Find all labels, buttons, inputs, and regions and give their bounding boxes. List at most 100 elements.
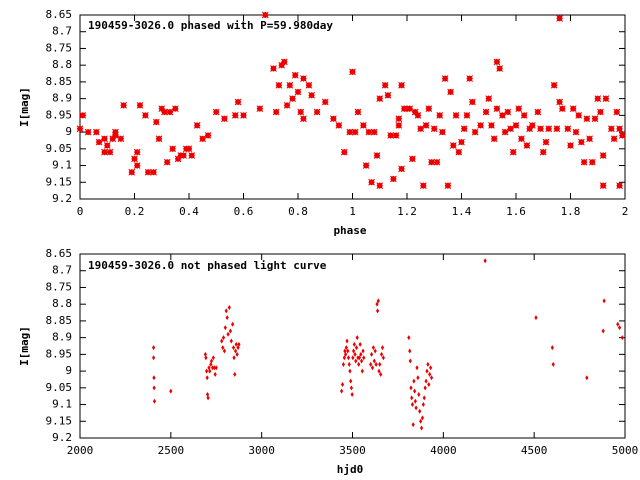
unphased-data-point — [345, 338, 349, 344]
unphased-data-point — [205, 375, 209, 381]
unphased-data-point — [151, 345, 156, 351]
phased-data-point — [599, 152, 607, 159]
phased-data-point — [488, 122, 495, 129]
unphased-data-point — [380, 345, 385, 351]
unphased-data-point — [229, 338, 233, 344]
phased-data-point — [152, 118, 160, 126]
phased-data-point — [390, 175, 397, 183]
phased-data-point — [597, 108, 604, 116]
phased-data-point — [567, 142, 574, 149]
phased-data-point — [523, 142, 531, 149]
unphased-data-point — [415, 365, 419, 371]
unphased-data-point — [235, 351, 239, 357]
phased-data-point — [580, 158, 588, 166]
phased-data-point — [428, 158, 435, 166]
unphased-x-tick-label: 2000 — [67, 444, 94, 457]
phased-data-point — [161, 108, 168, 116]
phased-data-point — [144, 168, 152, 176]
phased-y-axis-label: I[mag] — [18, 87, 31, 127]
unphased-data-point — [422, 395, 426, 401]
unphased-data-point — [408, 348, 412, 354]
phased-y-tick-label: 9 — [65, 125, 72, 138]
phased-data-point — [321, 98, 329, 106]
unphased-data-point — [222, 348, 227, 354]
unphased-data-point — [211, 365, 215, 371]
phased-data-point — [534, 108, 542, 116]
unphased-data-point — [152, 375, 156, 381]
phased-data-point — [507, 125, 514, 133]
phased-data-point — [550, 81, 558, 89]
phased-data-point — [392, 132, 400, 139]
phased-data-point — [261, 11, 269, 19]
phased-data-point — [120, 101, 127, 109]
unphased-data-point — [551, 361, 555, 367]
phased-data-point — [387, 132, 395, 139]
unphased-data-point — [354, 358, 358, 364]
phased-data-point — [558, 105, 566, 113]
unphased-data-point — [420, 415, 425, 421]
unphased-y-tick-label: 8.9 — [52, 331, 72, 344]
phased-data-point — [455, 148, 463, 156]
phased-y-tick-label: 8.8 — [52, 58, 72, 71]
phased-x-tick-label: 0.6 — [234, 205, 254, 218]
phased-data-point — [433, 158, 441, 166]
phased-data-point — [84, 128, 92, 136]
phased-data-point — [185, 145, 193, 153]
phased-data-point — [602, 95, 610, 102]
phased-x-tick-label: 1.2 — [397, 205, 417, 218]
unphased-data-point — [340, 388, 344, 394]
phased-y-tick-label: 9.2 — [52, 192, 72, 205]
phased-data-point — [575, 112, 583, 119]
phased-data-point — [286, 81, 294, 89]
phased-y-tick-label: 9.15 — [46, 175, 73, 188]
phased-data-point — [354, 108, 362, 116]
unphased-data-point — [376, 298, 380, 304]
unphased-data-point — [373, 348, 377, 354]
phased-data-point — [414, 112, 422, 119]
phased-data-point — [537, 125, 544, 133]
unphased-x-tick-label: 5000 — [612, 444, 639, 457]
phased-data-point — [501, 128, 509, 136]
unphased-data-point — [375, 301, 379, 307]
unphased-data-point — [362, 355, 366, 361]
phased-data-point — [398, 81, 405, 89]
unphased-data-point — [352, 341, 356, 347]
unphased-data-point — [616, 321, 620, 327]
unphased-data-point — [355, 335, 359, 341]
unphased-data-point — [213, 371, 217, 377]
unphased-data-point — [344, 345, 348, 351]
phased-x-tick-label: 1.6 — [506, 205, 526, 218]
unphased-data-point — [371, 345, 375, 351]
phased-data-point — [150, 168, 157, 176]
phased-data-point — [569, 105, 577, 113]
phased-y-tick-label: 8.9 — [52, 92, 72, 105]
phased-data-point — [528, 122, 536, 129]
phased-data-point — [422, 122, 430, 129]
unphased-data-point — [151, 355, 156, 361]
phased-data-point — [76, 125, 84, 133]
unphased-data-point — [232, 355, 236, 361]
phased-data-point — [240, 112, 247, 119]
phased-data-point — [441, 75, 449, 82]
phased-data-point — [417, 125, 424, 133]
unphased-data-point — [421, 402, 425, 408]
unphased-data-point — [234, 341, 238, 347]
unphased-data-point — [370, 365, 375, 371]
phased-data-point — [305, 81, 313, 89]
phased-chart-title: 190459-3026.0 phased with P=59.980day — [88, 19, 333, 32]
phased-data-point — [515, 105, 523, 113]
phased-data-point — [117, 135, 125, 143]
phased-data-point — [493, 105, 501, 113]
unphased-data-point — [214, 365, 218, 371]
phased-data-point — [106, 148, 114, 156]
phased-data-point — [231, 112, 239, 119]
phased-y-tick-label: 8.7 — [52, 25, 72, 38]
phased-data-point — [469, 98, 476, 106]
phased-data-point — [128, 168, 136, 176]
phased-data-point — [294, 88, 302, 96]
phased-data-point — [212, 108, 220, 116]
phased-data-point — [406, 105, 414, 113]
unphased-y-tick-label: 8.85 — [46, 314, 73, 327]
unphased-data-point — [205, 368, 209, 374]
unphased-axis-ticks: 8.65 8.7 8.75 8.8 8.85 8.9 8.95 9 9.05 9.1 9.15 9.2… — [46, 247, 639, 457]
